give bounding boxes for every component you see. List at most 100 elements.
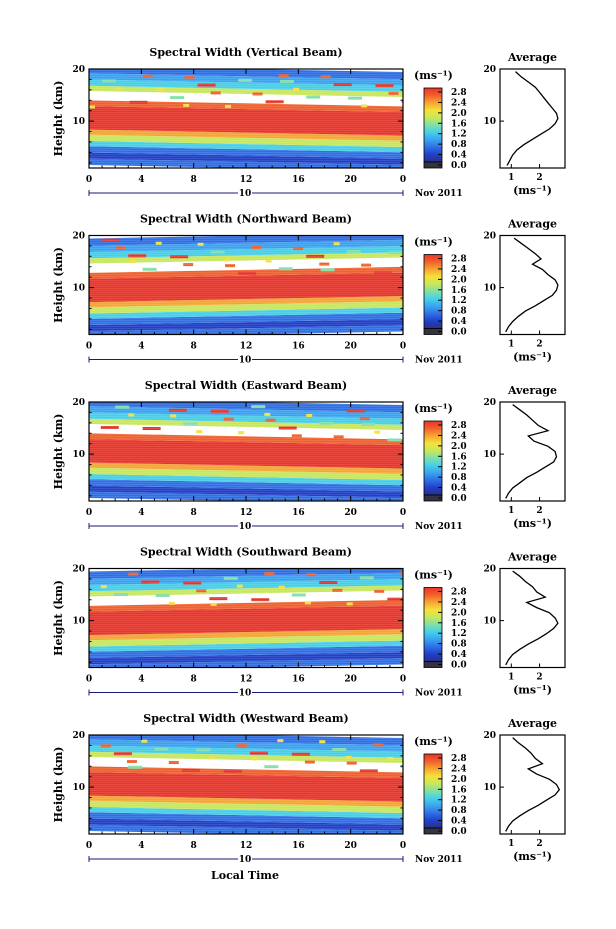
day-label: 10 bbox=[239, 522, 252, 532]
date-label: Nov 2011 bbox=[415, 356, 463, 366]
y-axis-label: Height (km) bbox=[52, 81, 65, 157]
profile-frame bbox=[499, 734, 566, 835]
colorbar-tick-label: 0.0 bbox=[451, 494, 467, 504]
colorbar-tick-label: 2.0 bbox=[451, 775, 467, 785]
x-tick-label: 4 bbox=[138, 841, 144, 851]
day-label-bg bbox=[238, 687, 252, 697]
colorbar-tick-label: 2.0 bbox=[451, 608, 467, 618]
day-label: 10 bbox=[239, 689, 252, 699]
panel-1: Spectral Width (Northward Beam)0 4 8 12 16 20… bbox=[52, 213, 566, 366]
heatmap bbox=[89, 402, 403, 501]
colorbar-tick-label: 0.4 bbox=[451, 317, 467, 327]
profile-x-label: (ms⁻¹) bbox=[513, 351, 552, 364]
profile-y-tick-label: 20 bbox=[483, 398, 496, 408]
x-tick-label: 20 bbox=[344, 675, 357, 685]
profile-x-tick-label: 2 bbox=[536, 506, 542, 516]
profile-title: Average bbox=[507, 51, 557, 64]
profile-x-label: (ms⁻¹) bbox=[513, 184, 552, 197]
colorbar-tick-label: 0.4 bbox=[451, 484, 467, 494]
x-tick-label: 4 bbox=[138, 175, 144, 185]
profile-y-tick-label: 10 bbox=[483, 450, 496, 460]
heatmap-texture bbox=[89, 735, 403, 834]
y-tick-label: 10 bbox=[72, 783, 85, 793]
y-axis-label: Height (km) bbox=[52, 747, 65, 823]
colorbar-unit: (ms⁻¹) bbox=[414, 569, 453, 582]
profile-x-tick-label: 1 bbox=[508, 173, 514, 183]
profile-y-tick-label: 20 bbox=[483, 731, 496, 741]
day-label: 10 bbox=[239, 855, 252, 865]
colorbar-tick-label: 1.2 bbox=[451, 629, 467, 639]
x-tick-label: 4 bbox=[138, 342, 144, 352]
profile-line bbox=[505, 404, 558, 499]
date-label: Nov 2011 bbox=[415, 189, 463, 199]
colorbar-tick-label: 2.4 bbox=[451, 98, 467, 108]
colorbar-tick-label: 0.4 bbox=[451, 817, 467, 827]
colorbar-unit: (ms⁻¹) bbox=[414, 236, 453, 249]
y-tick-label: 10 bbox=[72, 617, 85, 627]
x-tick-label: 0 bbox=[400, 175, 406, 185]
colorbar-tick-label: 1.6 bbox=[451, 785, 467, 795]
heatmap bbox=[89, 568, 403, 668]
day-label-bg bbox=[238, 854, 252, 863]
profile-frame bbox=[499, 234, 566, 336]
colorbar-tick-label: 0.8 bbox=[451, 640, 467, 650]
panel-2: Spectral Width (Eastward Beam)0 4 8 12 16 20 0… bbox=[52, 379, 566, 532]
y-axis-label: Height (km) bbox=[52, 580, 65, 656]
colorbar-tick-label: 2.4 bbox=[451, 598, 467, 608]
colorbar-tick-label: 2.0 bbox=[451, 442, 467, 452]
y-tick-label: 20 bbox=[72, 731, 85, 741]
colorbar-tick-label: 0.8 bbox=[451, 473, 467, 483]
colorbar-tick-label: 0.0 bbox=[451, 827, 467, 837]
colorbar-tick-label: 0.0 bbox=[451, 328, 467, 338]
colorbar-tick-label: 0.4 bbox=[451, 151, 467, 161]
heatmap-texture bbox=[89, 568, 403, 668]
x-tick-label: 12 bbox=[240, 342, 253, 352]
date-label: Nov 2011 bbox=[415, 522, 463, 532]
colorbar-tick-label: 2.4 bbox=[451, 764, 467, 774]
colorbar-unit: (ms⁻¹) bbox=[414, 735, 453, 748]
y-axis-label: Height (km) bbox=[52, 247, 65, 323]
colorbar bbox=[423, 420, 443, 496]
panel-title: Spectral Width (Vertical Beam) bbox=[149, 46, 342, 59]
x-tick-label: 16 bbox=[292, 841, 305, 851]
x-tick-label: 0 bbox=[86, 508, 92, 518]
panel-4: Spectral Width (Westward Beam)0 4 8 12 16 20 0… bbox=[52, 712, 566, 865]
x-tick-label: 0 bbox=[86, 175, 92, 185]
profile-x-label: (ms⁻¹) bbox=[513, 517, 552, 530]
profile-x-tick-label: 1 bbox=[508, 673, 514, 683]
profile-title: Average bbox=[507, 384, 557, 397]
x-tick-label: 0 bbox=[86, 675, 92, 685]
profile-y-tick-label: 20 bbox=[483, 65, 496, 75]
x-tick-label: 8 bbox=[191, 841, 197, 851]
profile-x-tick-label: 1 bbox=[508, 506, 514, 516]
colorbar-tick-label: 1.6 bbox=[451, 286, 467, 296]
x-tick-label: 0 bbox=[400, 508, 406, 518]
y-tick-label: 10 bbox=[72, 117, 85, 127]
profile-x-tick-label: 2 bbox=[536, 839, 542, 849]
heatmap bbox=[89, 69, 403, 168]
panel-title: Spectral Width (Northward Beam) bbox=[140, 213, 352, 226]
profile-y-tick-label: 10 bbox=[483, 117, 496, 127]
colorbar-tick-label: 0.8 bbox=[451, 806, 467, 816]
x-axis-label: Local Time bbox=[211, 869, 279, 882]
colorbar-tick-label: 0.8 bbox=[451, 307, 467, 317]
profile-x-label: (ms⁻¹) bbox=[513, 684, 552, 697]
heatmap bbox=[89, 235, 403, 335]
profile-line bbox=[505, 237, 559, 333]
heatmap-texture bbox=[89, 402, 403, 501]
x-tick-label: 4 bbox=[138, 675, 144, 685]
colorbar-tick-label: 2.4 bbox=[451, 265, 467, 275]
panel-0: Spectral Width (Vertical Beam)0 4 8 12 16 20 0… bbox=[52, 46, 566, 199]
heatmap-texture bbox=[89, 69, 403, 168]
x-tick-label: 0 bbox=[86, 342, 92, 352]
x-tick-label: 16 bbox=[292, 675, 305, 685]
profile-x-label: (ms⁻¹) bbox=[513, 850, 552, 863]
x-tick-label: 8 bbox=[191, 675, 197, 685]
profile-y-tick-label: 20 bbox=[483, 565, 496, 575]
colorbar-tick-label: 2.8 bbox=[451, 88, 467, 98]
colorbar-tick-label: 2.8 bbox=[451, 421, 467, 431]
x-tick-label: 20 bbox=[344, 508, 357, 518]
colorbar-tick-label: 1.6 bbox=[451, 452, 467, 462]
x-tick-label: 8 bbox=[191, 342, 197, 352]
x-tick-label: 8 bbox=[191, 175, 197, 185]
